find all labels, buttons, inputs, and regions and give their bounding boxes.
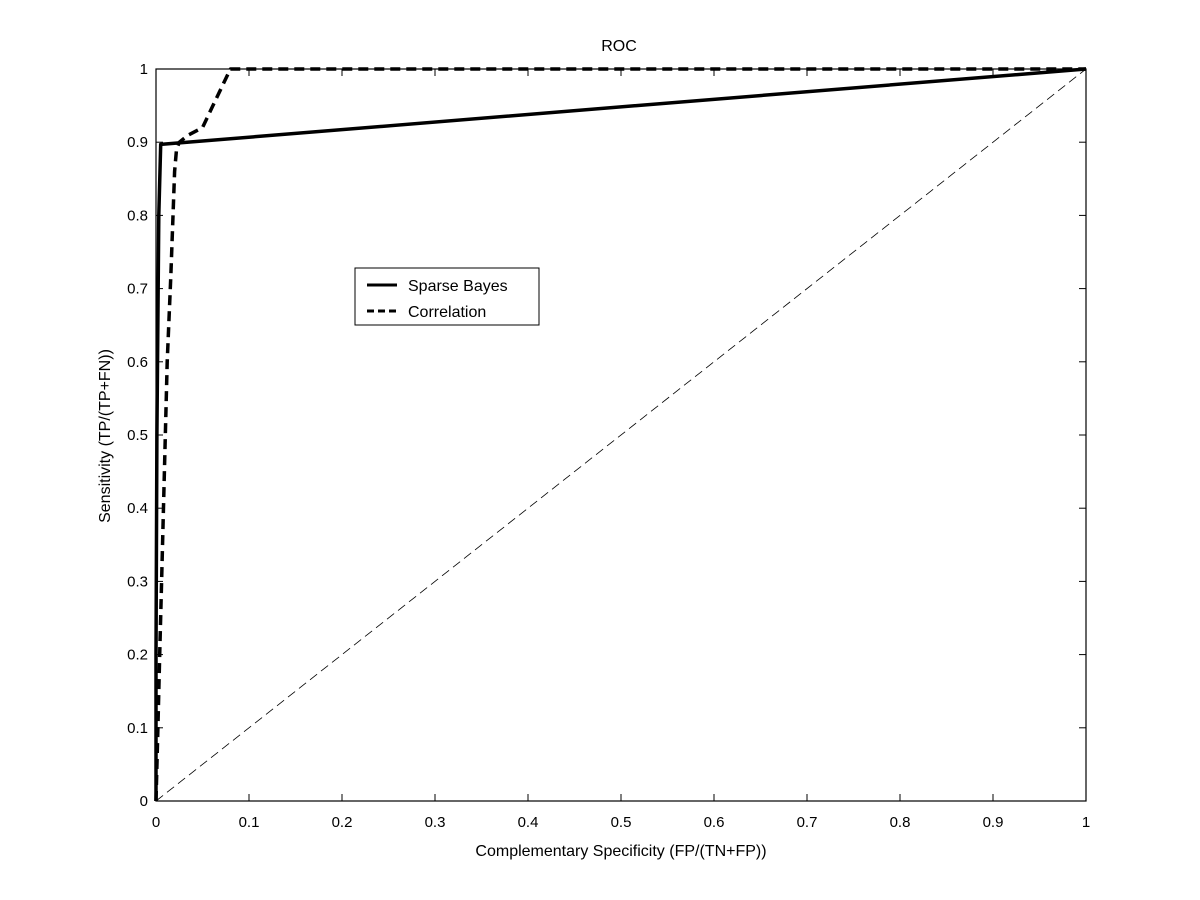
- y-tick-label: 0.4: [127, 500, 148, 517]
- legend: Sparse Bayes Correlation: [354, 267, 540, 326]
- x-tick-label: 1: [1082, 814, 1090, 831]
- x-tick-label: 0.4: [518, 814, 539, 831]
- x-tick-label: 0.9: [983, 814, 1004, 831]
- series-layer: [154, 67, 1087, 802]
- y-tick-label: 0.1: [127, 720, 148, 737]
- y-tick-label: 0.8: [127, 207, 148, 224]
- y-tick-label: 0.9: [127, 134, 148, 151]
- legend-box: [354, 267, 540, 326]
- y-tick-label: 0.2: [127, 647, 148, 664]
- y-tick-label: 1: [140, 61, 148, 78]
- legend-label: Correlation: [408, 304, 486, 321]
- legend-label: Sparse Bayes: [408, 278, 508, 295]
- x-axis-ticks: 0 0.1 0.2 0.3 0.4 0.5 0.6 0.7 0.8 0.9 1: [152, 69, 1090, 831]
- series-correlation: [154, 67, 1086, 802]
- y-tick-label: 0.6: [127, 354, 148, 371]
- x-tick-label: 0.5: [611, 814, 632, 831]
- y-axis-ticks: 0 0.1 0.2 0.3 0.4 0.5 0.6 0.7 0.8 0.9 1: [127, 61, 1086, 810]
- chance-diagonal: [155, 68, 1087, 802]
- y-tick-label: 0.3: [127, 573, 148, 590]
- y-tick-label: 0: [140, 793, 148, 810]
- x-tick-label: 0.8: [890, 814, 911, 831]
- x-tick-label: 0.2: [332, 814, 353, 831]
- y-tick-label: 0.7: [127, 281, 148, 298]
- x-tick-label: 0.6: [704, 814, 725, 831]
- x-tick-label: 0: [152, 814, 160, 831]
- x-axis-label: Complementary Specificity (FP/(TN+FP)): [475, 843, 766, 860]
- x-tick-label: 0.1: [239, 814, 260, 831]
- x-tick-label: 0.3: [425, 814, 446, 831]
- y-axis-label: Sensitivity (TP/(TP+FN)): [97, 349, 114, 523]
- series-sparse-bayes: [154, 67, 1087, 801]
- y-tick-label: 0.5: [127, 427, 148, 444]
- chart-title: ROC: [601, 38, 637, 55]
- x-tick-label: 0.7: [797, 814, 818, 831]
